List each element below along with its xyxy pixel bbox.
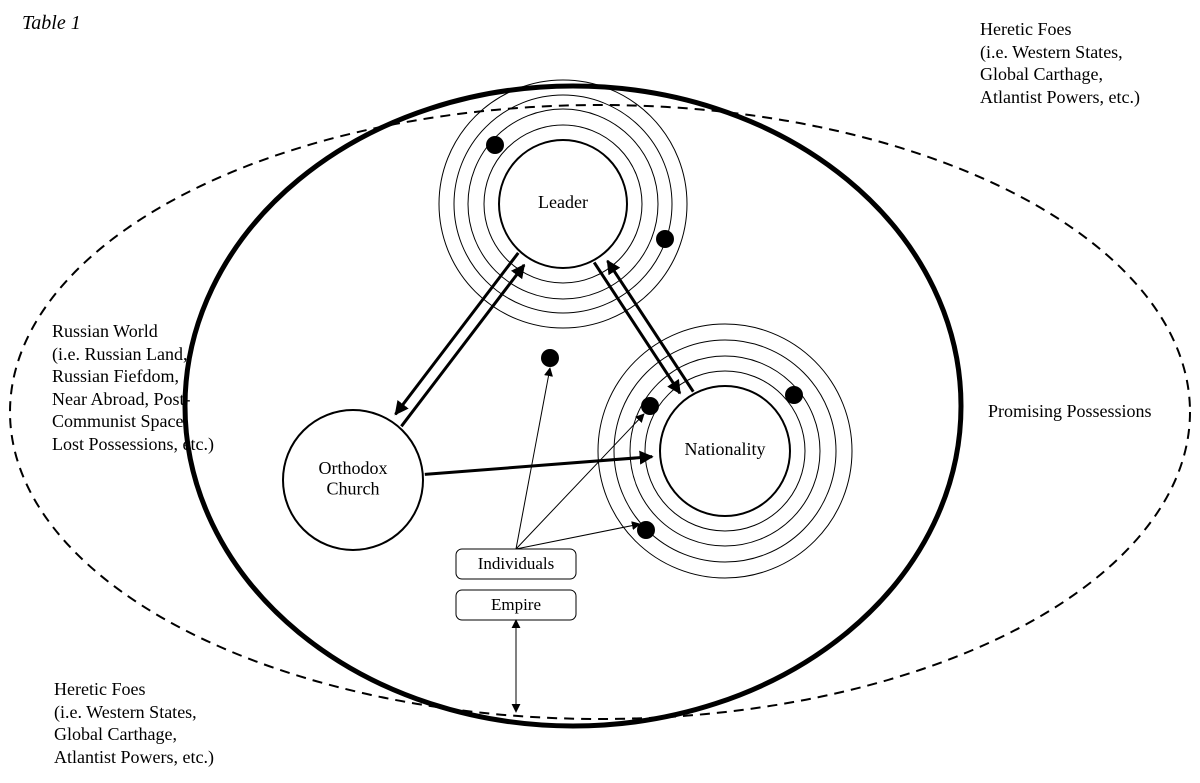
orbit-dot bbox=[541, 349, 559, 367]
arrow-orthodox-leader bbox=[401, 265, 524, 426]
arrow-leader-orthodox bbox=[395, 253, 518, 414]
arrow-orthodox-nationality bbox=[425, 457, 652, 475]
orbit-dot bbox=[486, 136, 504, 154]
thin-arrow bbox=[516, 524, 640, 549]
box-label-empire: Empire bbox=[491, 595, 541, 614]
orbit-dot bbox=[785, 386, 803, 404]
annotation-russian-world: Russian World (i.e. Russian Land, Russia… bbox=[52, 320, 214, 455]
node-label-leader: Leader bbox=[538, 192, 588, 212]
node-label-nationality: Nationality bbox=[685, 439, 766, 459]
arrow-nationality-leader bbox=[608, 261, 694, 392]
annotation-heretic-top: Heretic Foes (i.e. Western States, Globa… bbox=[980, 18, 1140, 108]
orbit-dot bbox=[656, 230, 674, 248]
arrow-leader-nationality bbox=[594, 262, 680, 393]
box-label-individuals: Individuals bbox=[478, 554, 555, 573]
table-title: Table 1 bbox=[22, 12, 81, 35]
thin-arrow bbox=[516, 368, 550, 549]
annotation-promising: Promising Possessions bbox=[988, 400, 1152, 423]
orbit-dot bbox=[641, 397, 659, 415]
annotation-heretic-bottom: Heretic Foes (i.e. Western States, Globa… bbox=[54, 678, 214, 768]
node-label-orthodox: Church bbox=[327, 478, 380, 498]
node-label-orthodox: Orthodox bbox=[319, 458, 388, 478]
